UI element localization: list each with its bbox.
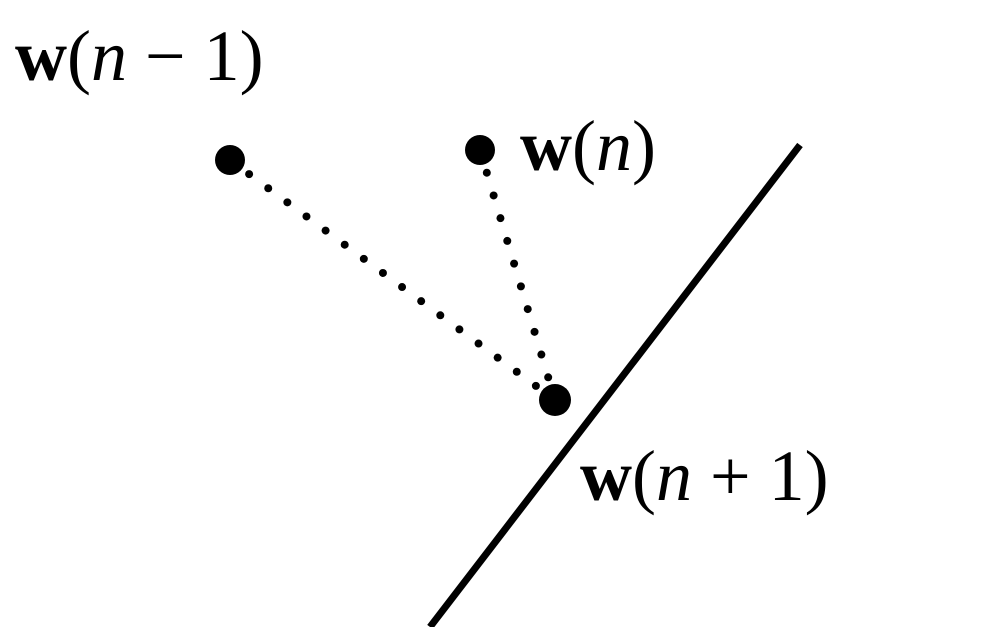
label-w-n-plus-1: w(n + 1) xyxy=(580,436,829,516)
dotted-line-1-dot xyxy=(436,311,444,319)
dotted-line-2-dot xyxy=(531,328,539,336)
dotted-line-1-dot xyxy=(341,241,349,249)
dotted-line-2-dot xyxy=(517,282,525,290)
dotted-line-1-dot xyxy=(322,227,330,235)
dotted-line-1-dot xyxy=(360,255,368,263)
dotted-line-1-dot xyxy=(398,283,406,291)
dotted-line-1-dot xyxy=(532,382,540,390)
dotted-line-2-dot xyxy=(503,237,511,245)
dotted-line-2-dot xyxy=(483,169,491,177)
dotted-line-1-dot xyxy=(264,184,272,192)
dotted-line-1-dot xyxy=(283,198,291,206)
label-w-n-minus-1: w(n − 1) xyxy=(15,16,264,96)
dotted-line-1-dot xyxy=(513,368,521,376)
label-w-n: w(n) xyxy=(520,106,656,186)
dotted-line-2-dot xyxy=(524,305,532,313)
dotted-line-1-dot xyxy=(245,170,253,178)
point-p2 xyxy=(465,135,495,165)
dotted-line-2-dot xyxy=(544,373,552,381)
dotted-line-1-dot xyxy=(302,212,310,220)
dotted-line-1-dot xyxy=(475,340,483,348)
dotted-line-1-dot xyxy=(455,325,463,333)
point-p1 xyxy=(215,145,245,175)
point-p3 xyxy=(539,384,571,416)
dotted-line-2-dot xyxy=(510,260,518,268)
dotted-line-1-dot xyxy=(379,269,387,277)
dotted-line-1-dot xyxy=(417,297,425,305)
dotted-line-1-dot xyxy=(494,354,502,362)
dotted-line-2-dot xyxy=(537,351,545,359)
dotted-line-2-dot xyxy=(490,191,498,199)
dotted-line-2-dot xyxy=(496,214,504,222)
